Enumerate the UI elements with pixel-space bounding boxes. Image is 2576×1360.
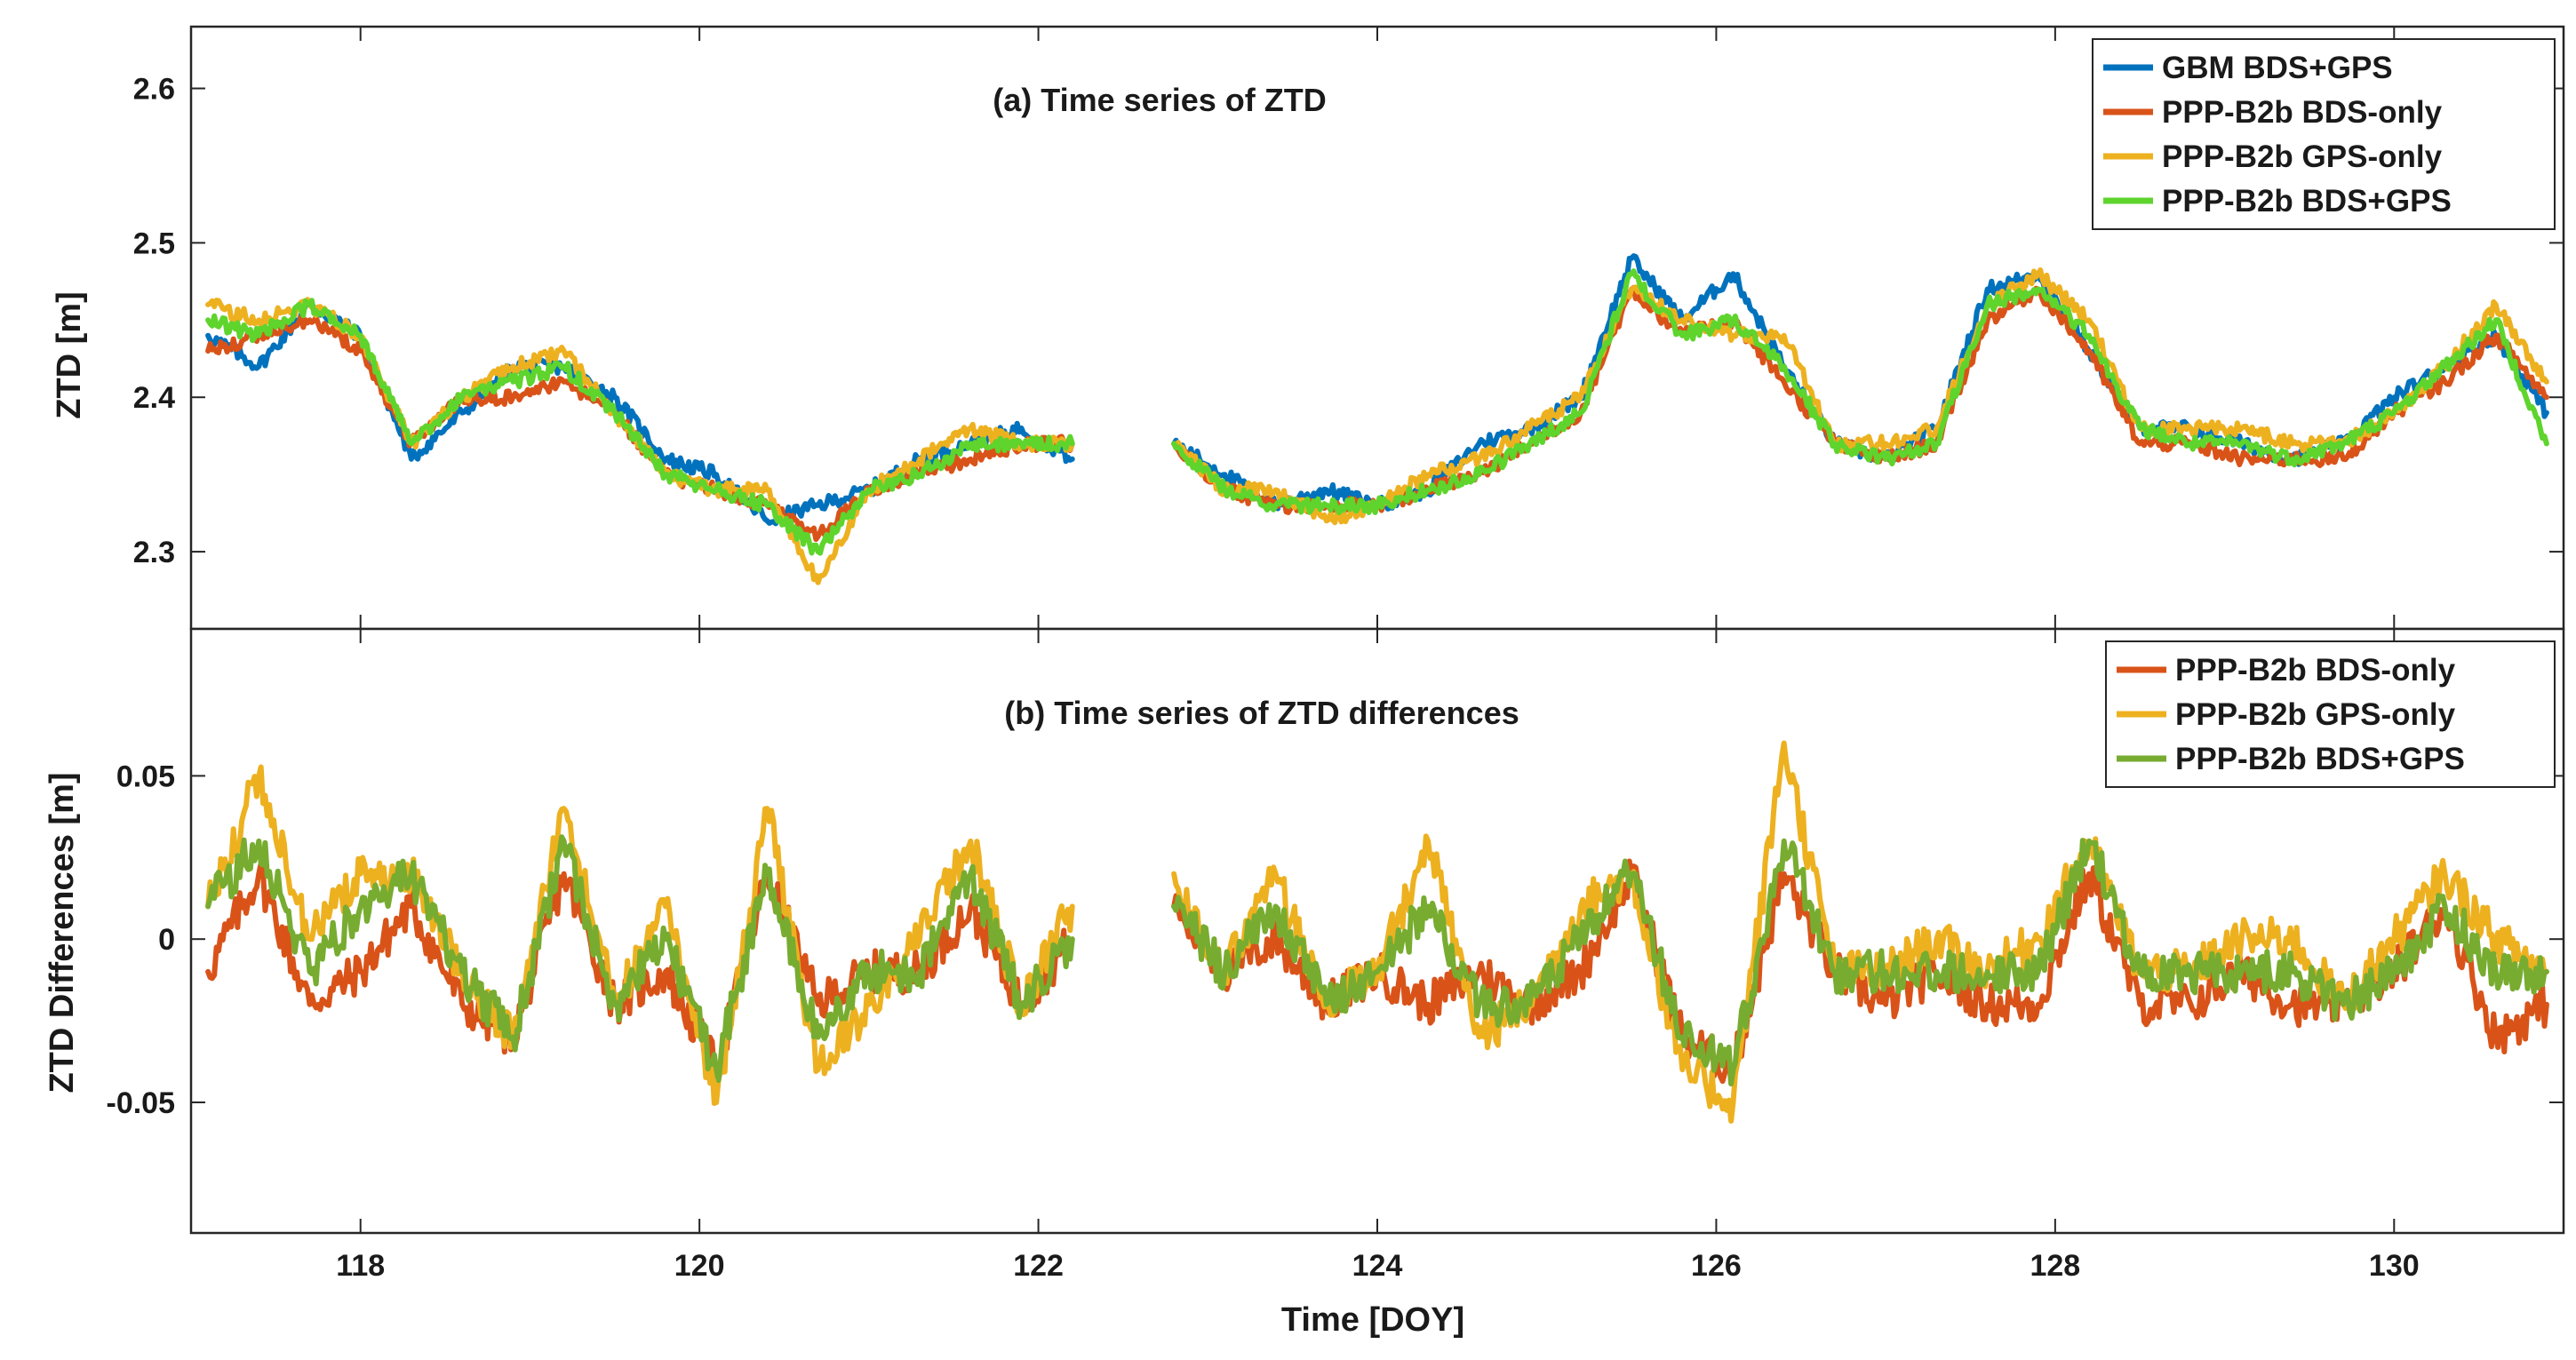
y-tick-label: 2.5 bbox=[133, 227, 175, 260]
panel-a-y-axis-label: ZTD [m] bbox=[51, 291, 88, 419]
y-tick-label: -0.05 bbox=[107, 1086, 176, 1120]
legend-label-ppp-b2b-gps-only: PPP-B2b GPS-only bbox=[2175, 697, 2456, 732]
series-line-ppp-b2b-bds-gps bbox=[205, 834, 2549, 1086]
panel-a-series bbox=[205, 253, 2549, 585]
x-tick-label: 118 bbox=[336, 1249, 385, 1283]
y-tick-label: 0.05 bbox=[116, 760, 175, 793]
panel-b-y-axis-label: ZTD Differences [m] bbox=[44, 772, 81, 1093]
panel-a-x-ticks bbox=[359, 27, 2396, 629]
legend-label-ppp-b2b-bds-only: PPP-B2b BDS-only bbox=[2162, 95, 2443, 130]
x-tick-label: 126 bbox=[1691, 1249, 1742, 1283]
panel-a-title: (a) Time series of ZTD bbox=[993, 82, 1326, 118]
panel-a-y-ticks: 2.3 2.4 2.5 2.6 bbox=[133, 73, 2564, 569]
x-tick-label: 128 bbox=[2030, 1249, 2080, 1283]
x-axis-label: Time [DOY] bbox=[1281, 1301, 1464, 1339]
legend-label-ppp-b2b-bds-gps: PPP-B2b BDS+GPS bbox=[2175, 742, 2465, 776]
y-tick-label: 2.6 bbox=[133, 73, 175, 107]
x-tick-label: 130 bbox=[2369, 1249, 2420, 1283]
panel-b-x-ticks: 118 120 122 124 126 128 130 bbox=[336, 629, 2420, 1283]
series-line-ppp-b2b-bds-gps bbox=[205, 268, 2549, 556]
panel-b-y-ticks: -0.05 0 0.05 bbox=[107, 760, 2564, 1120]
panel-b-legend: PPP-B2b BDS-only PPP-B2b GPS-only PPP-B2b … bbox=[2105, 640, 2556, 788]
legend-label-gbm-bds-gps: GBM BDS+GPS bbox=[2162, 51, 2393, 85]
panel-a-legend: GBM BDS+GPS PPP-B2b BDS-only PPP-B2b GPS-o… bbox=[2092, 38, 2556, 230]
ztd-time-series-panel: 2.3 2.4 2.5 2.6 (a) Time series of ZTD ZTD … bbox=[51, 25, 2565, 631]
x-tick-label: 120 bbox=[674, 1249, 725, 1283]
legend-label-ppp-b2b-bds-gps: PPP-B2b BDS+GPS bbox=[2162, 184, 2452, 219]
y-tick-label: 2.4 bbox=[133, 381, 175, 415]
legend-label-ppp-b2b-bds-only: PPP-B2b BDS-only bbox=[2175, 653, 2456, 688]
x-tick-label: 122 bbox=[1013, 1249, 1064, 1283]
panel-b-series bbox=[205, 740, 2549, 1124]
y-tick-label: 2.3 bbox=[133, 536, 175, 569]
x-tick-label: 124 bbox=[1352, 1249, 1403, 1283]
legend-box bbox=[2105, 640, 2556, 788]
ztd-differences-panel: -0.05 0 0.05 118 120 122 124 126 128 130 (b) Tim… bbox=[44, 627, 2565, 1339]
panel-b-title: (b) Time series of ZTD differences bbox=[1004, 695, 1519, 731]
legend-label-ppp-b2b-gps-only: PPP-B2b GPS-only bbox=[2162, 139, 2443, 174]
legend-box bbox=[2092, 38, 2556, 230]
y-tick-label: 0 bbox=[158, 923, 175, 957]
